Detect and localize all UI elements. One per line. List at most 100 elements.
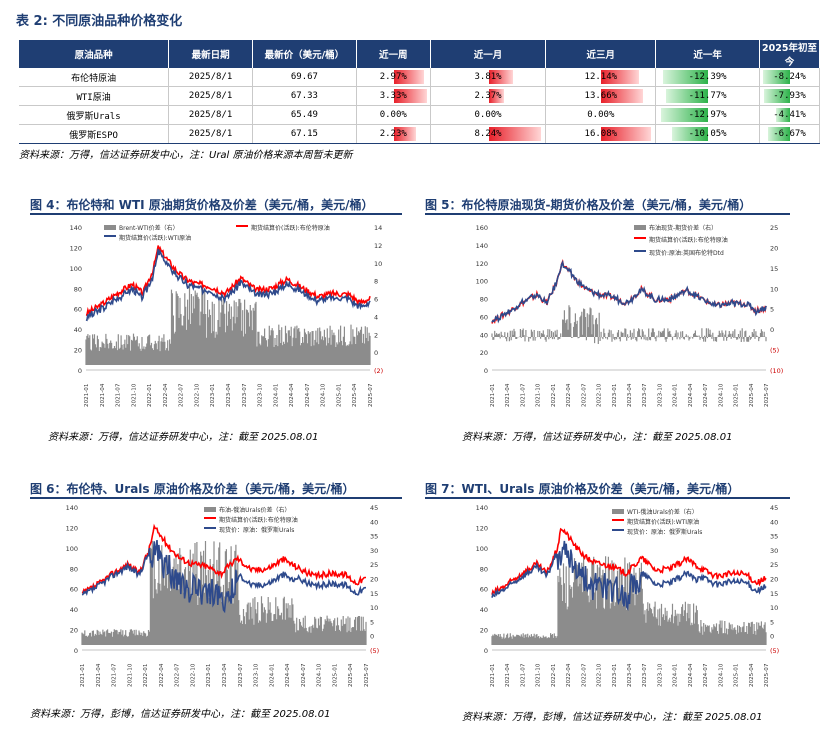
x-tick-label: 2024-07	[703, 663, 709, 687]
change-cell: 2.97%	[356, 68, 431, 87]
left-tick-label: 100	[476, 278, 488, 286]
left-tick-label: 80	[480, 296, 488, 304]
right-tick-label: 8	[374, 278, 378, 286]
change-bar	[764, 89, 790, 103]
right-tick-label: 30	[370, 547, 378, 555]
change-bar	[393, 127, 417, 141]
right-tick-label: 15	[370, 590, 378, 598]
change-cell: 0.00%	[545, 105, 657, 125]
right-tick-label: (2)	[374, 367, 383, 375]
x-tick-label: 2024-07	[301, 663, 307, 687]
change-cell: 0.00%	[430, 105, 547, 125]
x-tick-label: 2022-04	[566, 383, 572, 407]
left-tick-label: 20	[480, 627, 488, 635]
change-bar	[768, 127, 790, 141]
x-tick-label: 2024-01	[269, 663, 275, 687]
x-tick-label: 2022-10	[194, 383, 200, 407]
left-tick-label: 140	[70, 224, 82, 232]
table-row: 俄罗斯ESPO 2025/8/1 67.15 2.23% 8.24% 16.08% -10.…	[19, 124, 820, 144]
table-row: 俄罗斯Urals 2025/8/1 65.49 0.00% 0.00% 0.00% -12.…	[19, 105, 820, 125]
change-cell: 2.37%	[430, 86, 547, 106]
x-tick-label: 2024-01	[273, 383, 279, 407]
x-tick-label: 2022-10	[597, 663, 603, 687]
legend-label: 期货结算价(活跃):布伦特原油	[251, 224, 330, 232]
x-tick-label: 2024-04	[688, 663, 694, 687]
legend-swatch	[612, 509, 624, 514]
right-tick-label: (10)	[770, 367, 783, 375]
x-tick-label: 2023-01	[612, 663, 618, 687]
left-tick-label: 40	[480, 606, 488, 614]
table-row: 布伦特原油 2025/8/1 69.67 2.97% 3.81% 12.14% -12.39…	[19, 68, 820, 87]
x-tick-label: 2025-04	[749, 383, 755, 407]
x-tick-label: 2023-04	[222, 663, 228, 687]
x-tick-label: 2023-04	[627, 663, 633, 687]
change-bar	[763, 70, 791, 84]
figure-7-title: 图 7：WTI、Urals 原油价格及价差（美元/桶，美元/桶）	[425, 482, 740, 496]
left-tick-label: 100	[476, 545, 488, 553]
change-cell: 12.14%	[545, 68, 657, 87]
x-tick-label: 2024-07	[703, 383, 709, 407]
change-bar	[601, 127, 651, 141]
x-tick-label: 2023-10	[254, 663, 260, 687]
series-line-blue	[491, 540, 767, 612]
x-tick-label: 2025-04	[348, 663, 354, 687]
right-tick-label: 40	[770, 518, 778, 526]
x-tick-label: 2024-10	[718, 383, 724, 407]
figure-5-title: 图 5：布伦特原油现货-期货价格及价差（美元/桶，美元/桶）	[425, 198, 752, 212]
legend-swatch	[204, 527, 216, 529]
left-tick-label: 80	[480, 565, 488, 573]
table-header-2: 最新价（美元/桶）	[252, 40, 357, 68]
x-tick-label: 2023-04	[627, 383, 633, 407]
left-tick-label: 120	[70, 244, 82, 252]
change-cell: 16.08%	[545, 124, 657, 144]
right-tick-label: 45	[370, 504, 378, 512]
right-tick-label: 15	[770, 590, 778, 598]
crude-name-cell: 俄罗斯Urals	[19, 105, 170, 125]
x-tick-label: 2025-04	[352, 383, 358, 407]
legend-label: 期货结算价(活跃):WTI原油	[627, 518, 699, 526]
x-tick-label: 2025-07	[764, 383, 770, 407]
table-header-4: 近一月	[430, 40, 547, 68]
left-tick-label: 0	[74, 647, 78, 655]
x-tick-label: 2024-10	[718, 663, 724, 687]
x-tick-label: 2024-10	[317, 663, 323, 687]
x-tick-label: 2025-01	[734, 663, 740, 687]
x-tick-label: 2021-07	[520, 383, 526, 407]
change-cell: -8.24%	[759, 68, 820, 87]
table-header-7: 2025年初至今	[759, 40, 820, 68]
legend-label: 现货价：原油：俄罗斯Urals	[219, 526, 294, 534]
right-tick-label: 10	[770, 604, 778, 612]
x-tick-label: 2022-07	[581, 383, 587, 407]
right-tick-label: 5	[770, 618, 774, 626]
x-tick-label: 2022-01	[143, 663, 149, 687]
left-tick-label: 40	[480, 331, 488, 339]
x-tick-label: 2021-04	[505, 663, 511, 687]
change-bar	[663, 70, 709, 84]
left-tick-label: 40	[74, 326, 82, 334]
change-cell: 8.24%	[430, 124, 547, 144]
x-tick-label: 2022-10	[190, 663, 196, 687]
legend-swatch	[634, 237, 646, 239]
right-tick-label: (5)	[770, 347, 779, 355]
legend-swatch	[204, 517, 216, 519]
right-tick-label: 12	[374, 242, 382, 250]
figure-7-rule	[425, 497, 790, 499]
change-cell: 13.66%	[545, 86, 657, 106]
x-tick-label: 2025-07	[364, 663, 370, 687]
left-tick-label: 60	[70, 586, 78, 594]
change-bar	[601, 70, 639, 84]
x-tick-label: 2023-01	[210, 383, 216, 407]
figure-6-chart: 0 20 40 60 80 100 120 140 (5) 0 5 10 15 20 25 30 35 40 45 2…	[66, 504, 380, 687]
x-tick-label: 2024-07	[305, 383, 311, 407]
change-cell: 3.33%	[356, 86, 431, 106]
left-tick-label: 40	[70, 606, 78, 614]
price-table: 原油品种 最新日期 最新价（美元/桶） 近一周 近一月 近三月 近一年 2025年初至今 布伦…	[19, 40, 820, 144]
left-tick-label: 80	[74, 285, 82, 293]
crude-name-cell: WTI原油	[19, 86, 170, 106]
left-tick-label: 20	[74, 347, 82, 355]
right-tick-label: (5)	[370, 647, 379, 655]
change-cell: -12.39%	[655, 68, 761, 87]
change-cell: -11.77%	[655, 86, 761, 106]
left-tick-label: 100	[70, 265, 82, 273]
x-tick-label: 2023-07	[642, 663, 648, 687]
